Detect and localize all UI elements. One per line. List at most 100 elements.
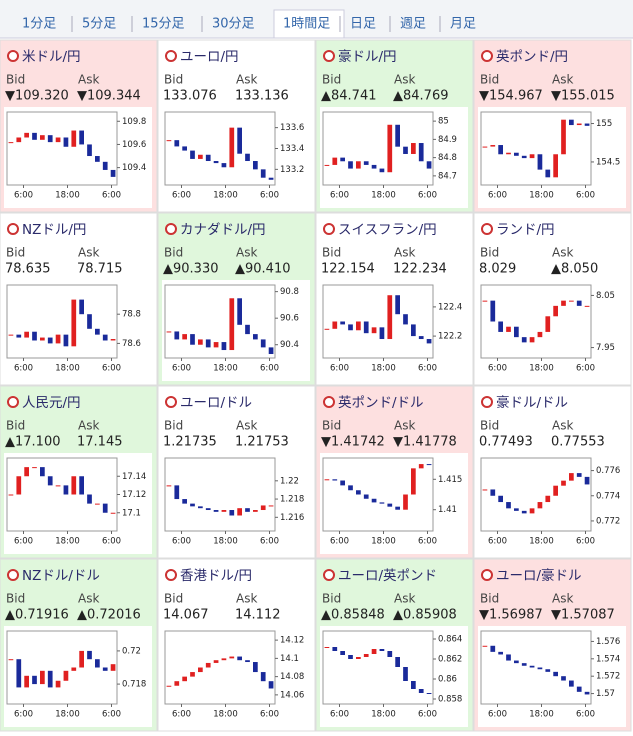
tab[interactable]: 週足 (400, 17, 426, 32)
candle (110, 169, 116, 177)
pair-name[interactable]: ユーロ/英ポンド (338, 567, 437, 584)
bid-label: Bid (164, 246, 183, 260)
y-tick-label: 17.1 (122, 508, 141, 518)
candle (229, 127, 235, 168)
y-tick-label: 17.14 (122, 472, 146, 482)
candle (561, 676, 566, 681)
candle (332, 647, 338, 651)
pair-name[interactable]: ユーロ/円 (180, 49, 239, 65)
pair-name[interactable]: スイスフラン/円 (338, 222, 437, 238)
bid-price: ▲0.85848 (321, 608, 385, 623)
ask-label: Ask (236, 246, 257, 260)
candle (529, 154, 535, 159)
candle (506, 326, 511, 332)
pair-name[interactable]: 豪ドル/円 (338, 49, 397, 65)
tab[interactable]: 1分足 (22, 17, 56, 32)
pair-name[interactable]: 香港ドル/円 (180, 568, 252, 584)
candle (403, 314, 408, 325)
candle (87, 494, 92, 504)
candle (102, 667, 108, 671)
y-tick-label: 133.4 (280, 144, 304, 154)
ask-price: ▲8.050 (551, 262, 598, 277)
candle (237, 127, 242, 154)
candle (32, 331, 37, 341)
candle (561, 480, 566, 486)
pair-name[interactable]: 人民元/円 (22, 395, 81, 411)
plot-frame (6, 111, 118, 186)
flag-icon (481, 223, 493, 235)
candle (418, 336, 424, 340)
pair-name[interactable]: NZドル/円 (22, 222, 86, 238)
candle (332, 479, 338, 481)
pair-name[interactable]: 英ポンド/円 (496, 48, 568, 65)
pair-name[interactable]: ユーロ/ドル (180, 395, 252, 411)
candle (166, 331, 172, 333)
bid-price: ▼154.967 (479, 89, 543, 104)
y-tick-label: 0.86 (438, 675, 457, 685)
candle (395, 295, 400, 315)
plot-frame (164, 457, 276, 532)
y-tick-label: 0.776 (596, 466, 620, 476)
candle (40, 670, 45, 685)
candle (340, 157, 345, 162)
ask-label: Ask (552, 592, 573, 606)
ask-price: 133.136 (235, 89, 289, 104)
y-tick-label: 0.864 (438, 635, 462, 645)
candle (47, 670, 53, 688)
candle (182, 146, 187, 151)
candle (213, 161, 219, 164)
pair-name[interactable]: カナダドル/円 (180, 222, 266, 238)
pair-name[interactable]: 豪ドル/ドル (496, 395, 568, 411)
candle (490, 645, 496, 652)
tab[interactable]: 月足 (450, 17, 476, 32)
candle (87, 144, 92, 157)
y-tick-label: 154.5 (596, 157, 620, 167)
candle (514, 660, 519, 664)
candle (506, 502, 511, 509)
x-tick-label: 6:00 (260, 710, 279, 720)
flag-icon (7, 396, 19, 408)
pair-name[interactable]: NZドル/ドル (22, 568, 100, 584)
pair-name[interactable]: ランド/円 (496, 222, 555, 238)
candle (363, 494, 369, 499)
x-tick-label: 6:00 (14, 537, 33, 547)
y-tick-label: 0.858 (438, 695, 462, 705)
candle (190, 672, 195, 677)
candle (47, 337, 53, 344)
pair-name[interactable]: 米ドル/円 (22, 49, 81, 65)
bid-label: Bid (480, 246, 499, 260)
tab[interactable]: 1時間足 (283, 17, 330, 32)
tab-selected (273, 9, 345, 39)
bid-label: Bid (164, 592, 183, 606)
candle (537, 502, 543, 509)
candle (63, 137, 69, 147)
candle (95, 503, 100, 505)
tab[interactable]: 5分足 (82, 17, 116, 32)
ask-label: Ask (236, 419, 257, 433)
ask-label: Ask (394, 73, 415, 87)
x-tick-label: 6:00 (260, 364, 279, 374)
candle (102, 161, 108, 170)
x-tick-label: 18:00 (371, 191, 396, 201)
y-tick-label: 109.8 (122, 117, 146, 127)
candle (379, 649, 385, 651)
y-tick-label: 1.57 (596, 689, 615, 699)
ask-price: ▼109.344 (77, 89, 141, 104)
bid-price: 78.635 (5, 262, 51, 277)
candle (260, 672, 266, 682)
flag-icon (7, 50, 19, 62)
candle (8, 142, 14, 144)
candle (371, 498, 377, 503)
tab[interactable]: 30分足 (212, 17, 255, 32)
candle (379, 168, 385, 173)
candle (63, 485, 69, 495)
flag-icon (165, 223, 177, 235)
candle (576, 123, 582, 126)
pair-name[interactable]: 英ポンド/ドル (338, 394, 424, 411)
tab[interactable]: 日足 (350, 17, 376, 32)
flag-icon (165, 50, 177, 62)
pair-name[interactable]: ユーロ/豪ドル (496, 568, 582, 584)
bid-label: Bid (6, 73, 25, 87)
tab[interactable]: 15分足 (142, 17, 185, 32)
candle (166, 140, 172, 142)
